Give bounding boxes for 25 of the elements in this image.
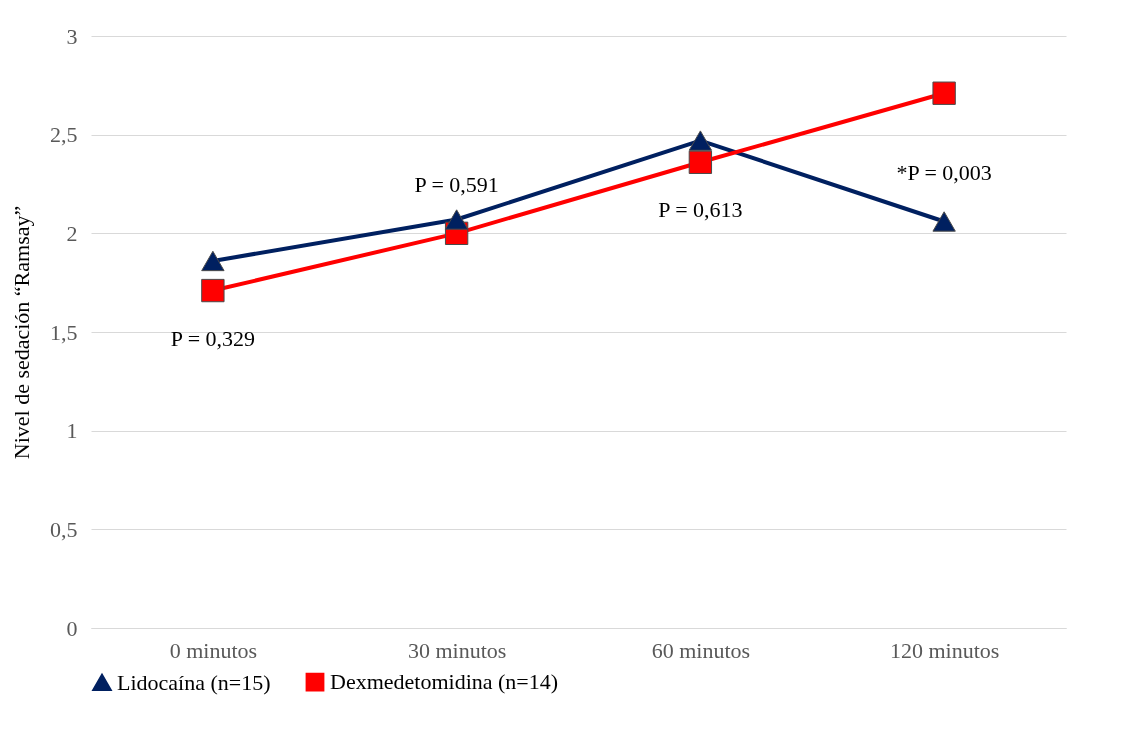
- point: [444, 209, 469, 230]
- point: [201, 250, 225, 272]
- y-tick-label: 3: [66, 23, 78, 49]
- annotation: P = 0,591: [414, 172, 499, 198]
- x-tick-label: 60 minutos: [651, 637, 751, 663]
- legend-label: Lidocaína (n=15): [117, 669, 271, 695]
- x-tick-label: 120 minutos: [889, 637, 1000, 663]
- y-tick-label: 0,5: [50, 516, 78, 542]
- y-tick-label: 2,5: [50, 122, 78, 148]
- legend-label: Dexmedetomidina (n=14): [330, 669, 559, 695]
- y-tick-label: 0: [66, 615, 78, 641]
- annotation: P = 0,613: [658, 197, 743, 223]
- point: [688, 130, 713, 151]
- y-tick-label: 2: [66, 220, 78, 246]
- annotation: *P = 0,003: [896, 160, 992, 186]
- x-tick-label: 30 minutos: [407, 637, 507, 663]
- y-axis-title: Nivel de sedación “Ramsay”: [9, 205, 34, 460]
- point: [688, 150, 713, 174]
- x-tick-label: 0 minutos: [169, 637, 258, 663]
- point: [201, 278, 225, 303]
- y-tick-label: 1: [66, 418, 78, 444]
- annotation: P = 0,329: [170, 325, 256, 351]
- y-tick-label: 1,5: [50, 319, 78, 345]
- point: [932, 211, 956, 232]
- point: [932, 81, 956, 105]
